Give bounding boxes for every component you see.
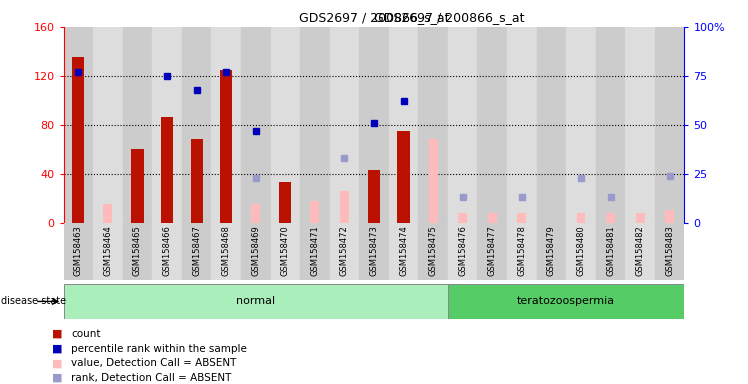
Bar (123, 27, 153, 223)
Text: GSM158472: GSM158472 (340, 225, 349, 276)
Text: GSM158474: GSM158474 (399, 225, 408, 276)
Text: GDS2697 / 200866_s_at: GDS2697 / 200866_s_at (298, 12, 450, 25)
Bar (459, 213, 467, 223)
Text: ■: ■ (52, 329, 63, 339)
Bar (429, 139, 438, 223)
Text: GSM158483: GSM158483 (665, 225, 674, 276)
Text: GSM158464: GSM158464 (103, 225, 112, 276)
Bar (103, 204, 112, 223)
Bar (241, 27, 271, 223)
Text: GSM158481: GSM158481 (606, 225, 615, 276)
Bar (625, 27, 654, 223)
Bar (153, 223, 182, 280)
Text: GSM158482: GSM158482 (636, 225, 645, 276)
Text: GSM158468: GSM158468 (221, 225, 230, 276)
Text: value, Detection Call = ABSENT: value, Detection Call = ABSENT (71, 358, 236, 368)
Bar (418, 27, 448, 223)
Bar (389, 27, 418, 223)
Bar (161, 118, 173, 223)
Bar (182, 27, 212, 223)
Bar (625, 223, 654, 280)
Text: disease state: disease state (1, 296, 66, 306)
Bar (477, 27, 507, 223)
Text: percentile rank within the sample: percentile rank within the sample (71, 344, 247, 354)
Bar (153, 27, 182, 223)
Bar (300, 223, 330, 280)
Text: GSM158466: GSM158466 (162, 225, 171, 276)
Bar (279, 182, 292, 223)
Text: GSM158476: GSM158476 (459, 225, 468, 276)
Bar (359, 27, 389, 223)
Bar (577, 213, 586, 223)
Bar (418, 223, 448, 280)
Bar (518, 213, 527, 223)
Text: GSM158477: GSM158477 (488, 225, 497, 276)
Bar (212, 223, 241, 280)
Text: GSM158475: GSM158475 (429, 225, 438, 276)
Text: GSM158479: GSM158479 (547, 225, 556, 276)
Text: GSM158478: GSM158478 (518, 225, 527, 276)
Bar (220, 70, 233, 223)
Bar (73, 58, 85, 223)
Bar (64, 223, 94, 280)
Text: GSM158467: GSM158467 (192, 225, 201, 276)
Bar (566, 223, 595, 280)
Bar (595, 223, 625, 280)
Text: GSM158470: GSM158470 (280, 225, 289, 276)
Text: GSM158473: GSM158473 (370, 225, 378, 276)
Text: GSM158480: GSM158480 (577, 225, 586, 276)
Bar (251, 204, 260, 223)
Bar (536, 223, 566, 280)
Bar (132, 149, 144, 223)
Bar (595, 27, 625, 223)
Text: GDS2697 / 200866_s_at: GDS2697 / 200866_s_at (374, 11, 524, 24)
Bar (448, 223, 477, 280)
Bar (488, 213, 497, 223)
Text: ■: ■ (52, 358, 63, 368)
Text: rank, Detection Call = ABSENT: rank, Detection Call = ABSENT (71, 373, 231, 383)
Bar (636, 213, 645, 223)
Bar (94, 27, 123, 223)
Bar (536, 27, 566, 223)
Bar (448, 27, 477, 223)
Bar (64, 27, 94, 223)
Bar (271, 27, 300, 223)
Bar (271, 223, 300, 280)
Bar (310, 201, 319, 223)
Bar (94, 223, 123, 280)
Text: ■: ■ (52, 344, 63, 354)
Text: GSM158463: GSM158463 (74, 225, 83, 276)
Text: GSM158465: GSM158465 (133, 225, 142, 276)
Bar (368, 170, 380, 223)
Bar (507, 223, 536, 280)
Bar (123, 223, 153, 280)
Bar (665, 210, 674, 223)
Bar (280, 212, 289, 223)
Text: GSM158471: GSM158471 (310, 225, 319, 276)
Bar (606, 213, 615, 223)
Bar (507, 27, 536, 223)
Text: normal: normal (236, 296, 275, 306)
Bar (212, 27, 241, 223)
FancyBboxPatch shape (448, 284, 684, 319)
Bar (300, 27, 330, 223)
Bar (477, 223, 507, 280)
Bar (389, 223, 418, 280)
Bar (191, 139, 203, 223)
Bar (654, 27, 684, 223)
Text: count: count (71, 329, 100, 339)
Bar (330, 223, 359, 280)
Bar (566, 27, 595, 223)
Bar (340, 191, 349, 223)
FancyBboxPatch shape (64, 284, 448, 319)
Bar (654, 223, 684, 280)
Text: teratozoospermia: teratozoospermia (517, 296, 615, 306)
Bar (397, 131, 410, 223)
Text: ■: ■ (52, 373, 63, 383)
Text: GSM158469: GSM158469 (251, 225, 260, 276)
Bar (359, 223, 389, 280)
Bar (182, 223, 212, 280)
Bar (241, 223, 271, 280)
Bar (330, 27, 359, 223)
